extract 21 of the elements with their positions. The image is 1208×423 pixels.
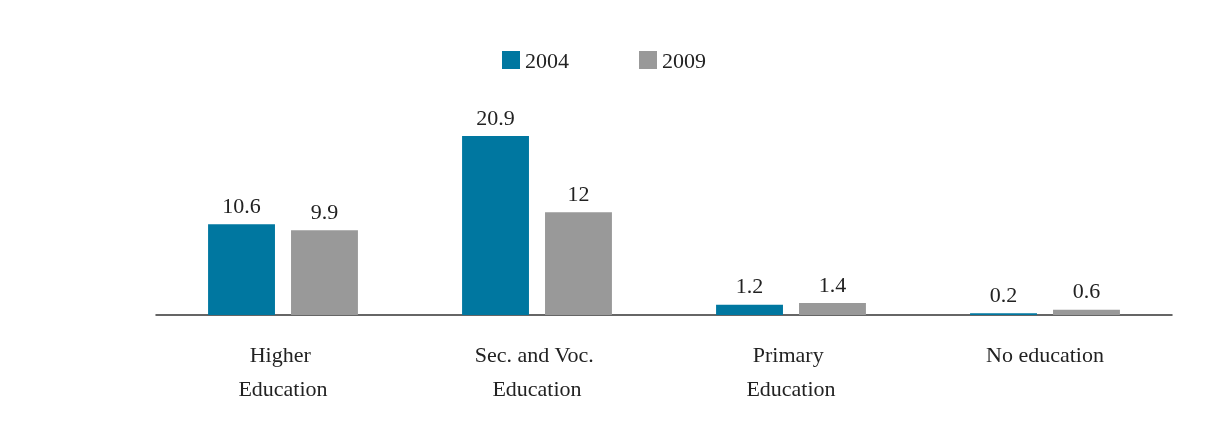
x-tick-label: Primary Education xyxy=(746,341,836,401)
bar xyxy=(716,304,783,315)
bar xyxy=(1053,309,1120,315)
bar xyxy=(545,212,612,315)
data-label: 0.2 xyxy=(989,281,1018,307)
legend-label: 2009 xyxy=(662,47,706,73)
data-label: 1.4 xyxy=(818,271,847,297)
bar xyxy=(799,303,866,315)
bar xyxy=(208,224,275,315)
legend-label: 2004 xyxy=(525,47,569,73)
bar xyxy=(291,230,358,315)
data-label: 9.9 xyxy=(310,198,339,224)
bar xyxy=(462,136,529,315)
x-tick-label: No education xyxy=(986,341,1104,367)
data-label: 0.6 xyxy=(1072,278,1101,304)
data-label: 1.2 xyxy=(735,273,764,299)
data-label: 12 xyxy=(567,180,590,206)
data-label: 20.9 xyxy=(476,104,515,130)
x-tick-label: Higher Education xyxy=(238,341,328,401)
data-label: 10.6 xyxy=(222,192,261,218)
x-tick-label: Sec. and Voc. Education xyxy=(474,341,600,401)
